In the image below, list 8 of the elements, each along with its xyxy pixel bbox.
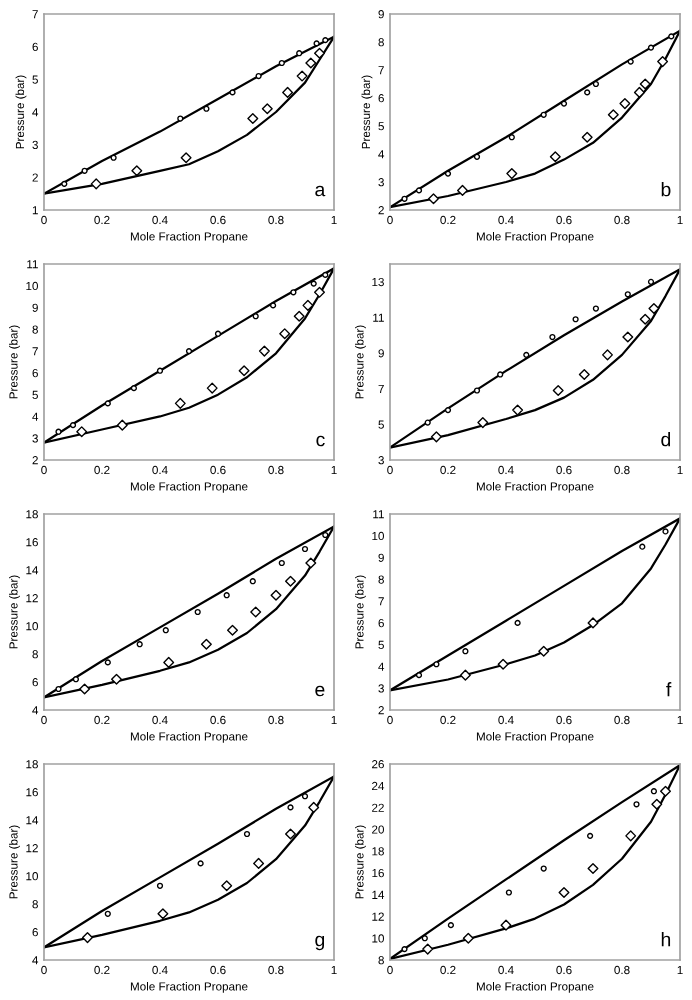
annotation: h — [661, 932, 671, 947]
annotation: a — [315, 185, 326, 197]
annotation: g — [315, 935, 325, 951]
annotation: e — [315, 685, 325, 697]
annotation: f — [666, 682, 672, 697]
annotation: c — [316, 435, 325, 447]
annotation: d — [661, 432, 671, 447]
annotation: b — [661, 182, 671, 197]
